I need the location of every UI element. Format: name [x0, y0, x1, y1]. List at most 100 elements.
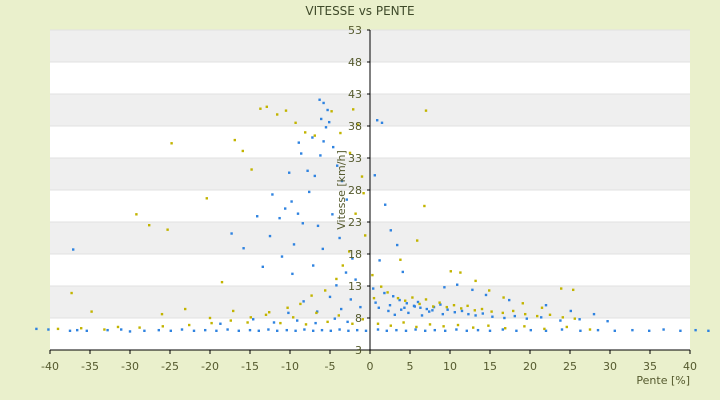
data-point	[459, 271, 462, 274]
data-point	[248, 328, 252, 332]
data-point	[351, 257, 354, 260]
x-tick-label: -10	[281, 360, 299, 373]
data-point	[396, 243, 399, 247]
data-point	[143, 329, 146, 332]
data-point	[351, 322, 354, 325]
data-point	[707, 329, 710, 332]
data-point	[460, 307, 463, 310]
data-point	[480, 307, 484, 311]
y-tick-label: 3	[355, 344, 362, 357]
data-point	[399, 258, 402, 261]
data-point	[314, 321, 317, 325]
data-point	[148, 224, 151, 227]
data-point	[389, 229, 392, 232]
data-point	[345, 198, 348, 201]
x-tick-label: 35	[643, 360, 657, 373]
data-point	[694, 328, 697, 332]
data-point	[335, 277, 338, 281]
data-point	[606, 320, 609, 323]
data-point	[416, 300, 420, 304]
data-point	[513, 314, 516, 318]
data-point	[120, 328, 123, 331]
data-point	[592, 312, 596, 316]
x-tick-label: -40	[41, 360, 59, 373]
data-point	[290, 200, 293, 203]
data-point	[488, 289, 491, 292]
data-point	[268, 311, 271, 314]
x-tick-label: 5	[407, 360, 414, 373]
data-point	[294, 121, 297, 124]
data-point	[313, 134, 316, 137]
x-tick-label: -25	[161, 360, 179, 373]
y-tick-label: 18	[348, 248, 362, 261]
data-point	[170, 142, 173, 145]
data-point	[424, 298, 428, 301]
data-point	[280, 255, 284, 258]
data-point	[443, 286, 446, 289]
scatter-points	[35, 98, 710, 333]
data-point	[561, 316, 564, 319]
data-point	[490, 310, 493, 313]
data-point	[501, 328, 504, 331]
data-point	[405, 302, 408, 305]
y-tick-label: 43	[348, 88, 362, 101]
data-point	[346, 320, 349, 324]
data-point	[233, 138, 236, 142]
data-point	[453, 311, 456, 314]
data-point	[364, 329, 368, 332]
data-point	[349, 298, 352, 301]
data-point	[544, 329, 548, 332]
data-point	[319, 154, 322, 157]
data-point	[208, 316, 212, 320]
data-point	[354, 212, 357, 215]
data-point	[364, 234, 367, 237]
data-point	[291, 272, 294, 276]
data-point	[106, 328, 109, 332]
data-point	[372, 287, 375, 290]
data-point	[166, 228, 169, 231]
data-point	[278, 216, 281, 220]
x-tick-label: 40	[683, 360, 697, 373]
x-tick-label: 15	[483, 360, 497, 373]
data-point	[413, 305, 416, 308]
data-point	[226, 328, 229, 331]
data-point	[439, 303, 442, 306]
data-point	[268, 234, 272, 238]
data-point	[330, 110, 333, 113]
data-point	[128, 330, 132, 333]
x-axis-label: Pente [%]	[636, 374, 690, 387]
data-point	[504, 327, 507, 330]
data-point	[560, 287, 563, 290]
data-point	[56, 327, 60, 331]
axes: -40 -35 -30 -25 -20 -15 -10 -5 0 5 10 15 20 25 30 35 40 3…	[41, 24, 697, 373]
data-point	[242, 247, 245, 250]
data-point	[420, 314, 424, 317]
data-point	[438, 301, 441, 304]
data-point	[188, 323, 191, 327]
data-point	[70, 291, 73, 295]
data-point	[324, 289, 327, 292]
data-point	[418, 302, 421, 306]
data-point	[324, 126, 328, 129]
data-point	[372, 296, 376, 300]
data-point	[219, 322, 222, 325]
data-point	[377, 306, 380, 309]
data-point	[386, 291, 389, 294]
data-point	[467, 312, 470, 316]
data-point	[294, 329, 297, 332]
data-point	[648, 329, 651, 332]
data-point	[560, 328, 564, 331]
data-point	[503, 316, 506, 320]
x-tick-label: 25	[563, 360, 577, 373]
data-point	[433, 328, 436, 332]
data-point	[267, 328, 270, 331]
data-point	[318, 98, 321, 101]
data-point	[322, 101, 325, 105]
data-point	[276, 329, 279, 332]
data-point	[138, 326, 141, 329]
data-point	[348, 151, 352, 155]
data-point	[521, 302, 524, 305]
data-point	[419, 306, 422, 309]
data-point	[347, 329, 350, 332]
